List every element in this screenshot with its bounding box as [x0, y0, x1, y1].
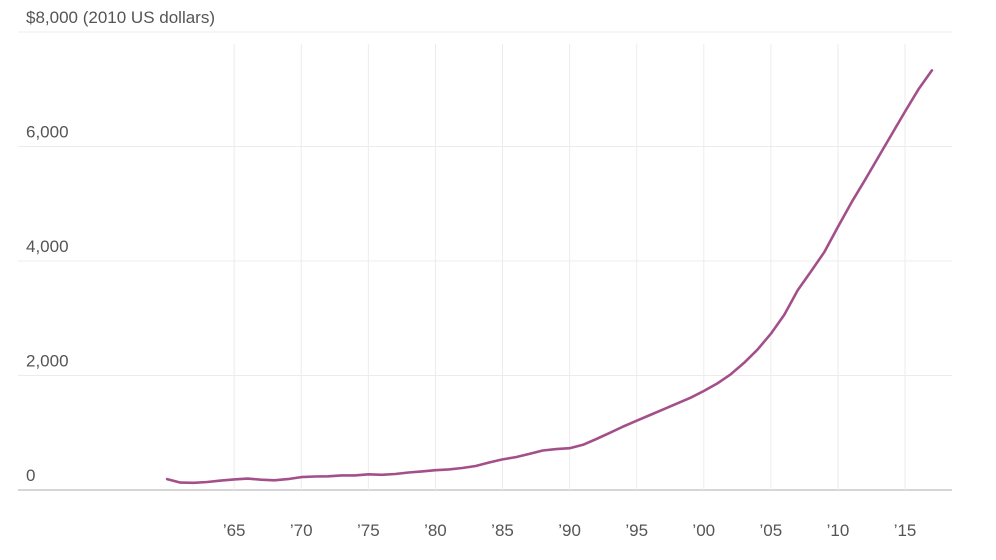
- y-axis-labels: 0 2,000 4,000 6,000 $8,000 (2010 US dollars): [26, 8, 215, 485]
- x-tick-label: ’05: [760, 521, 783, 540]
- x-tick-label: ’75: [357, 521, 380, 540]
- x-tick-label: ’10: [827, 521, 850, 540]
- x-tick-label: ’65: [223, 521, 246, 540]
- y-tick-label: 6,000: [26, 123, 69, 142]
- series-line: [165, 69, 934, 485]
- x-tick-label: ’00: [692, 521, 715, 540]
- x-tick-label: ’90: [558, 521, 581, 540]
- y-tick-label: 4,000: [26, 237, 69, 256]
- series-layer: [165, 69, 934, 485]
- y-tick-label: 0: [26, 466, 35, 485]
- x-tick-label: ’15: [894, 521, 917, 540]
- x-axis-labels: ’65 ’70 ’75 ’80 ’85 ’90 ’95 ’00 ’05 ’10 ’15: [223, 521, 917, 540]
- x-tick-label: ’95: [625, 521, 648, 540]
- x-tick-label: ’70: [290, 521, 313, 540]
- x-tick-label: ’85: [491, 521, 514, 540]
- x-tick-label: ’80: [424, 521, 447, 540]
- y-tick-label: $8,000 (2010 US dollars): [26, 8, 215, 27]
- grid-layer: [18, 31, 952, 491]
- y-tick-label: 2,000: [26, 352, 69, 371]
